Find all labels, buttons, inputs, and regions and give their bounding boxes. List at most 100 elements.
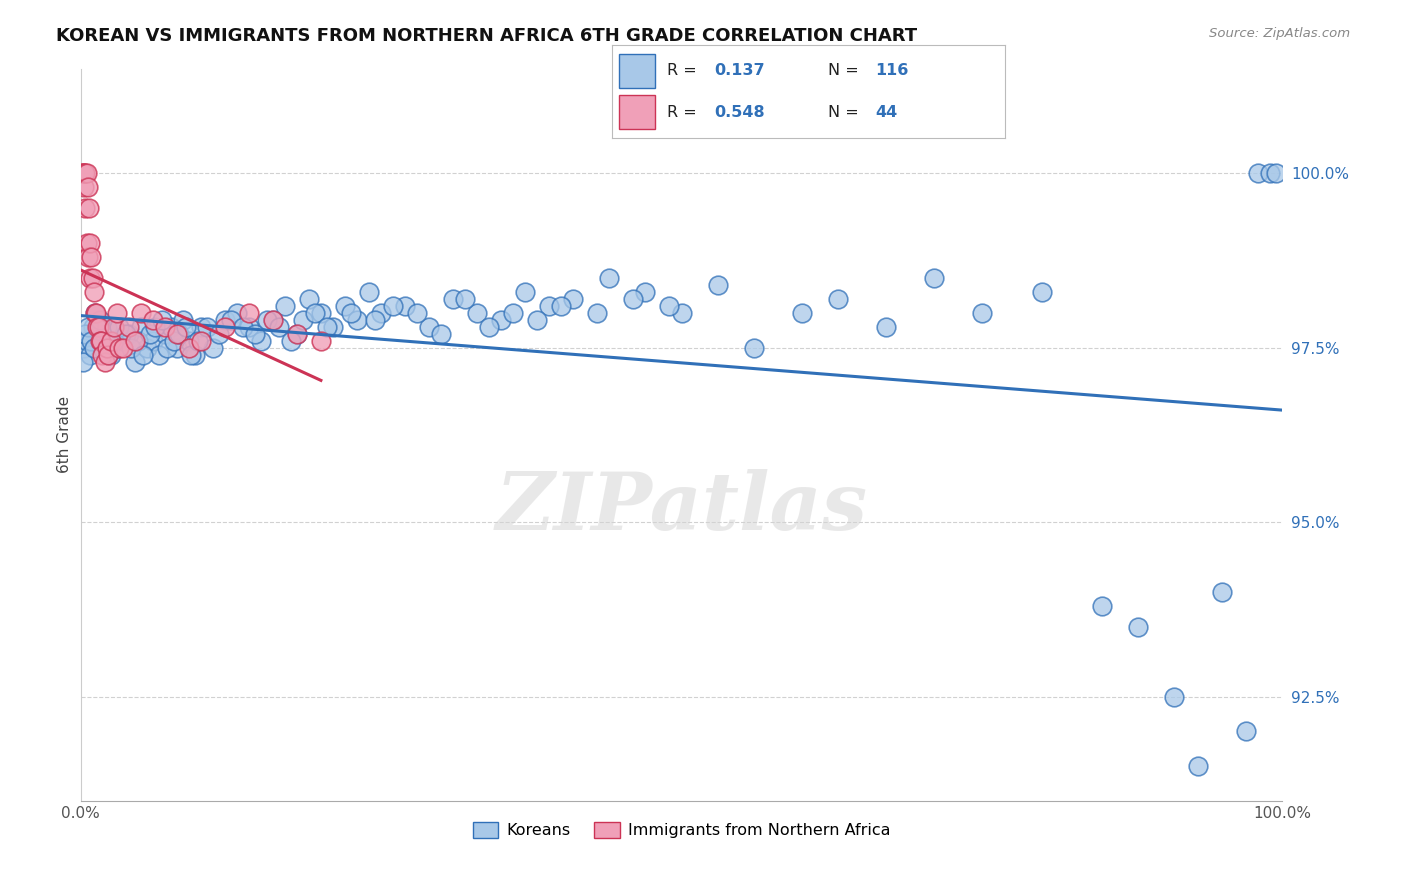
Point <box>187 334 209 348</box>
Point <box>478 319 501 334</box>
Point <box>89 334 111 348</box>
Point <box>526 312 548 326</box>
Point <box>166 341 188 355</box>
Point <box>309 306 332 320</box>
Text: 44: 44 <box>876 104 897 120</box>
Point <box>117 319 139 334</box>
Point <box>93 354 115 368</box>
Point <box>465 306 488 320</box>
Point <box>105 341 128 355</box>
Point <box>76 235 98 250</box>
Point <box>340 306 363 320</box>
Point <box>100 334 122 348</box>
Point <box>550 299 572 313</box>
Point <box>827 292 849 306</box>
Point <box>97 348 120 362</box>
Point <box>167 326 190 341</box>
Point <box>285 326 308 341</box>
Point <box>163 334 186 348</box>
Point <box>291 312 314 326</box>
Point <box>129 319 152 334</box>
Point <box>132 348 155 362</box>
Bar <box>620 95 655 129</box>
Point <box>166 326 188 341</box>
Point <box>267 319 290 334</box>
Point <box>83 341 105 355</box>
Point <box>280 334 302 348</box>
Point <box>1211 585 1233 599</box>
Point <box>671 306 693 320</box>
Text: 116: 116 <box>876 63 908 78</box>
Point <box>75 326 97 341</box>
Point <box>598 271 620 285</box>
Point <box>322 319 344 334</box>
Point <box>120 341 142 355</box>
Point <box>77 250 100 264</box>
Point <box>1091 599 1114 613</box>
Point <box>586 306 609 320</box>
Point <box>1031 285 1053 299</box>
Point <box>183 348 205 362</box>
Point <box>274 299 297 313</box>
Point <box>225 306 247 320</box>
Point <box>89 312 111 326</box>
Point <box>562 292 585 306</box>
Point <box>790 306 813 320</box>
Point <box>96 319 118 334</box>
Point <box>256 312 278 326</box>
Point <box>489 312 512 326</box>
Point <box>1265 166 1288 180</box>
Text: Source: ZipAtlas.com: Source: ZipAtlas.com <box>1209 27 1350 40</box>
Point <box>97 348 120 362</box>
Point <box>86 319 108 334</box>
Point <box>148 348 170 362</box>
Point <box>243 326 266 341</box>
Text: KOREAN VS IMMIGRANTS FROM NORTHERN AFRICA 6TH GRADE CORRELATION CHART: KOREAN VS IMMIGRANTS FROM NORTHERN AFRIC… <box>56 27 917 45</box>
Point <box>441 292 464 306</box>
Point <box>153 326 176 341</box>
Point <box>538 299 561 313</box>
Point <box>96 341 118 355</box>
Text: 0.548: 0.548 <box>714 104 765 120</box>
Point <box>309 334 332 348</box>
Point <box>333 299 356 313</box>
Point <box>1128 620 1150 634</box>
Point <box>208 326 231 341</box>
Point <box>73 201 96 215</box>
Point <box>153 319 176 334</box>
Point <box>82 271 104 285</box>
Point <box>124 334 146 348</box>
Point <box>103 319 125 334</box>
Point <box>238 306 260 320</box>
Point <box>87 326 110 341</box>
Point <box>214 319 236 334</box>
Point <box>1187 759 1209 773</box>
Point <box>115 326 138 341</box>
Point <box>1163 690 1185 704</box>
Point <box>177 341 200 355</box>
Point <box>634 285 657 299</box>
Point <box>108 319 131 334</box>
Point <box>91 341 114 355</box>
Point <box>72 180 94 194</box>
Point <box>75 166 97 180</box>
Point <box>875 319 897 334</box>
Point <box>80 250 103 264</box>
Point <box>156 341 179 355</box>
Point <box>201 341 224 355</box>
Point <box>970 306 993 320</box>
Point <box>93 334 115 348</box>
Point <box>72 166 94 180</box>
Point <box>515 285 537 299</box>
Point <box>100 348 122 362</box>
Point <box>502 306 524 320</box>
Point <box>214 312 236 326</box>
Point <box>195 319 218 334</box>
Point <box>108 341 131 355</box>
Point <box>90 334 112 348</box>
Text: 0.137: 0.137 <box>714 63 765 78</box>
Point <box>83 285 105 299</box>
Point <box>111 334 134 348</box>
Point <box>219 312 242 326</box>
Point <box>79 235 101 250</box>
